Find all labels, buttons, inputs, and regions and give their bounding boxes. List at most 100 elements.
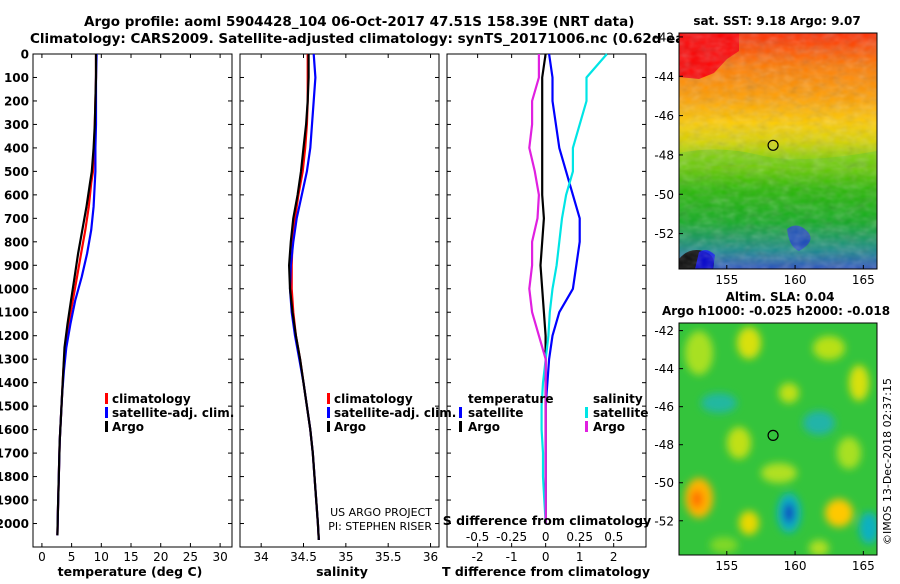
temperature-series xyxy=(56,53,98,536)
depth-tick-label: 0 xyxy=(21,48,29,62)
map-y-tick-label: -52 xyxy=(654,227,674,241)
depth-tick-label: 1200 xyxy=(0,329,29,343)
depth-tick-label: 1300 xyxy=(0,353,29,367)
x-tick-label: 30 xyxy=(212,550,227,564)
x-tick-label: 34 xyxy=(254,550,269,564)
depth-tick-label: 1100 xyxy=(0,306,29,320)
difference-x-axis: -2 -1 0 1 2 xyxy=(472,54,618,564)
sla-map-subtitle: Argo h1000: -0.025 h2000: -0.018 xyxy=(662,304,890,318)
sla-map-axes: 155 160 165 -42 -44 -46 -48 -50 -52 xyxy=(654,324,874,573)
credit-project: US ARGO PROJECT xyxy=(330,506,432,519)
difference-depth-ticks xyxy=(447,53,646,525)
map-y-tick-label: -44 xyxy=(654,362,674,376)
map-y-tick-label: -48 xyxy=(654,438,674,452)
s-diff-tick-label: -0.5 xyxy=(466,530,489,544)
salinity-x-axis: 34 34.5 35 35.5 36 xyxy=(254,54,438,564)
difference-legend-temperature: temperature satellite Argo xyxy=(459,392,553,434)
temperature-xlabel: temperature (deg C) xyxy=(58,564,203,579)
x-tick-label: 0 xyxy=(38,550,46,564)
x-tick-label: 5 xyxy=(68,550,76,564)
salinity-legend: climatology satellite-adj. clim. Argo xyxy=(327,392,456,434)
sst-map-frame xyxy=(678,32,878,270)
argo-location-marker xyxy=(767,429,779,441)
depth-tick-label: 2000 xyxy=(0,517,29,531)
sst-map-title: sat. SST: 9.18 Argo: 9.07 xyxy=(693,14,860,28)
sst-map-axes: 155 160 165 -42 -44 -46 -48 -50 -52 xyxy=(654,30,874,287)
depth-tick-label: 1800 xyxy=(0,470,29,484)
legend-label-argo: Argo xyxy=(112,420,144,434)
depth-tick-label: 600 xyxy=(4,188,29,202)
map-y-tick-label: -48 xyxy=(654,148,674,162)
sla-map-title: Altim. SLA: 0.04 xyxy=(726,290,835,304)
salinity-series xyxy=(288,53,320,541)
depth-tick-label: 1900 xyxy=(0,494,29,508)
depth-tick-label: 900 xyxy=(4,259,29,273)
legend-swatch-s-argo xyxy=(585,421,588,432)
depth-tick-label: 700 xyxy=(4,212,29,226)
legend-swatch-t-satellite xyxy=(459,407,462,418)
salinity-depth-ticks xyxy=(240,53,439,525)
sla-map-panel: Altim. SLA: 0.04 Argo h1000: -0.025 h200… xyxy=(654,290,894,573)
s-diff-tick-label: 0.25 xyxy=(566,530,593,544)
legend-label-climatology: climatology xyxy=(334,392,413,406)
x-tick-label: 35 xyxy=(338,550,353,564)
sst-map-panel: sat. SST: 9.18 Argo: 9.07 xyxy=(654,14,878,287)
legend-label-t-argo: Argo xyxy=(468,420,500,434)
difference-xlabel: T difference from climatology xyxy=(442,564,650,579)
map-y-tick-label: -42 xyxy=(654,324,674,338)
argo-location-marker xyxy=(767,139,779,151)
difference-frame xyxy=(446,53,647,548)
legend-swatch-argo xyxy=(105,421,108,432)
map-y-tick-label: -44 xyxy=(654,70,674,84)
map-x-tick-label: 155 xyxy=(715,559,738,573)
difference-series xyxy=(528,53,608,524)
x-tick-label: 34.5 xyxy=(290,550,317,564)
temperature-panel: 0100200300400500600700800900100011001200… xyxy=(0,48,234,580)
legend-label-s-argo: Argo xyxy=(593,420,625,434)
salinity-xlabel: salinity xyxy=(316,564,368,579)
x-tick-label: 10 xyxy=(94,550,109,564)
depth-tick-label: 1400 xyxy=(0,376,29,390)
legend-swatch-satellite xyxy=(105,407,108,418)
depth-tick-label: 100 xyxy=(4,71,29,85)
legend-swatch-satellite xyxy=(327,407,330,418)
map-x-tick-label: 160 xyxy=(784,559,807,573)
salinity-frame xyxy=(239,53,440,548)
legend-label-satellite: satellite-adj. clim. xyxy=(334,406,456,420)
x-tick-label: 1 xyxy=(576,550,584,564)
x-tick-label: 2 xyxy=(610,550,618,564)
legend-title-temperature: temperature xyxy=(468,392,553,406)
legend-swatch-s-satellite xyxy=(585,407,588,418)
map-x-tick-label: 165 xyxy=(852,273,875,287)
legend-label-climatology: climatology xyxy=(112,392,191,406)
depth-tick-label: 1500 xyxy=(0,400,29,414)
map-y-tick-label: -46 xyxy=(654,109,674,123)
map-x-tick-label: 165 xyxy=(852,559,875,573)
depth-tick-label: 1000 xyxy=(0,282,29,296)
series-line-argo xyxy=(56,54,98,536)
sst-map-image xyxy=(679,33,877,269)
map-y-tick-label: -52 xyxy=(654,514,674,528)
map-y-tick-label: -46 xyxy=(654,400,674,414)
x-tick-label: -1 xyxy=(506,550,518,564)
sla-map-frame xyxy=(678,322,878,556)
sla-map-image xyxy=(679,323,877,555)
map-y-tick-label: -50 xyxy=(654,188,674,202)
depth-tick-label: 1700 xyxy=(0,447,29,461)
legend-label-argo: Argo xyxy=(334,420,366,434)
legend-title-salinity: salinity xyxy=(593,392,643,406)
depth-tick-label: 200 xyxy=(4,94,29,108)
header-line2: Climatology: CARS2009. Satellite-adjuste… xyxy=(30,31,722,47)
difference-legend-salinity: salinity satellite Argo xyxy=(585,392,648,434)
imos-credit: ©IMOS 13-Dec-2018 02:37:15 xyxy=(881,378,894,545)
difference-toplabel: S difference from climatology xyxy=(443,513,652,528)
salinity-panel: 34 34.5 35 35.5 36 salinity climatology sate… xyxy=(239,53,456,579)
temperature-frame xyxy=(32,53,233,548)
legend-label-satellite: satellite-adj. clim. xyxy=(112,406,234,420)
series-line-s-argo xyxy=(528,54,547,524)
temperature-x-axis: 0 5 10 15 20 25 30 xyxy=(38,54,228,564)
header-line1: Argo profile: aoml 5904428_104 06-Oct-20… xyxy=(84,14,634,30)
legend-label-t-satellite: satellite xyxy=(468,406,523,420)
credit-pi: PI: STEPHEN RISER xyxy=(328,520,432,533)
